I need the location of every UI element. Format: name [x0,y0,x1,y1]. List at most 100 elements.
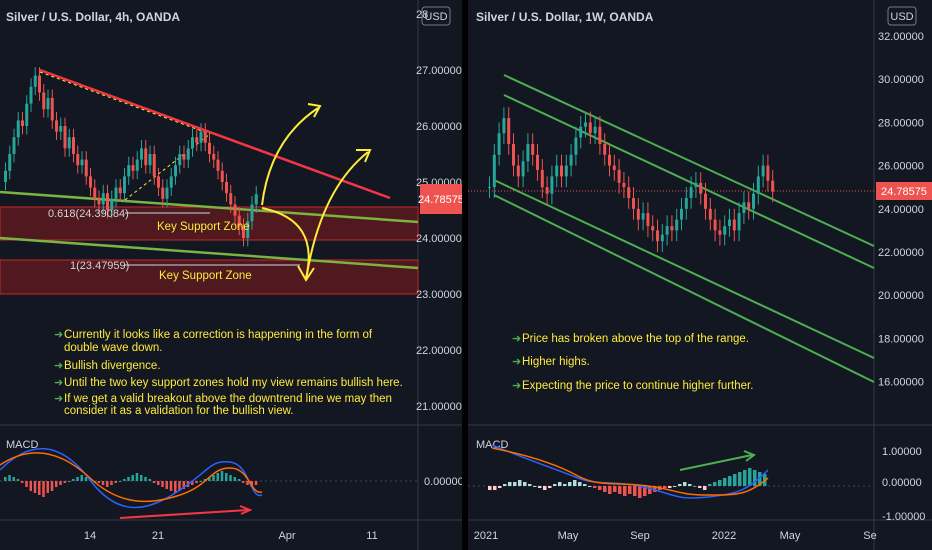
left-macd-bar [63,481,66,483]
right-x-tick: Se [863,530,876,542]
left-macd-bar [46,481,49,493]
right-candle [536,154,539,170]
left-y-tick: 27.00000 [416,65,462,77]
left-x-tick: 11 [366,530,377,542]
left-chart-svg[interactable]: Silver / U.S. Dollar, 4h, OANDA USD 21.0… [0,0,462,550]
fib-label-2: 1(23.47959) [70,260,129,272]
left-macd-bar [169,481,173,491]
left-candle [182,154,186,160]
right-y-tick: 26.00000 [878,161,924,173]
left-candle [229,193,233,205]
right-macd-bar [683,482,687,486]
right-candle [579,126,583,138]
right-candle [766,165,770,181]
channel-upper-mid [503,94,875,269]
right-candle [627,187,631,198]
right-candle [507,118,511,144]
right-candle [531,144,535,155]
left-macd-bar [67,481,71,482]
right-macd-bar [638,486,642,498]
right-macd-tick-3: -1.00000 [882,511,925,523]
left-y-tick: 23.00000 [416,289,462,301]
left-macd-bar [84,477,88,481]
right-candle [747,202,751,209]
channel-top [503,74,875,247]
left-price-label: 24.78575 [418,194,462,206]
left-macd-bar [237,479,241,481]
left-macd-bar [165,481,168,489]
left-candle [123,176,126,194]
right-currency-label: USD [890,11,913,23]
note-1b: double wave down. [64,342,162,354]
right-candle [574,137,578,155]
left-candle [106,193,109,210]
right-price-label: 24.78575 [881,186,927,198]
right-macd-bar [588,486,592,487]
left-candle [63,126,67,149]
right-macd-bar [698,486,702,488]
support-zone-2 [0,259,419,295]
left-macd-bar [148,479,151,481]
left-macd-bar [42,481,45,497]
right-candle [526,144,530,162]
left-macd-bar [55,481,58,487]
right-macd-bar [553,484,557,486]
right-candle [728,219,731,227]
left-candle [203,131,207,143]
right-macd-bar [543,486,547,490]
left-macd-bar [212,475,215,481]
right-candle [488,187,491,189]
right-macd-bar [688,484,692,486]
left-macd-bar [220,471,224,481]
right-notes: ➜ Price has broken above the top of the … [512,333,753,392]
note-1a: Currently it looks like a correction is … [64,329,373,341]
left-y-tick: 21.00000 [416,401,462,413]
right-candle [636,208,640,220]
left-macd-bar [21,481,24,483]
right-candle [665,226,669,235]
left-candle [55,120,58,132]
left-macd-bar [72,479,75,481]
right-candle [608,154,611,166]
right-macd-bar [493,486,497,490]
arrow-up-2 [305,151,369,281]
left-candle [140,148,143,160]
right-candle [680,208,683,220]
left-macd-bar [8,475,11,481]
left-candle [157,176,160,188]
channel-lower-mid [493,179,875,359]
right-candle [771,180,775,192]
rnote-3: Expecting the price to continue higher f… [522,380,753,392]
right-candle [704,193,707,209]
right-macd-bar [648,486,652,494]
note-2: Bullish divergence. [64,360,161,372]
right-macd-bar [603,486,607,492]
left-candle [216,159,220,171]
right-y-tick: 22.00000 [878,247,924,259]
right-y-tick: 28.00000 [878,117,924,129]
right-chart-svg[interactable]: Silver / U.S. Dollar, 1W, OANDA USD 32.0… [468,0,932,550]
left-candle [127,165,131,177]
right-candle [593,126,597,134]
left-macd-bar [38,481,41,495]
left-candle [67,137,71,149]
left-macd-bar [25,481,28,487]
left-candle [50,98,54,121]
right-candle [684,198,688,209]
left-signal-line [0,452,263,503]
right-macd-bar [748,468,752,486]
right-x-tick: 2022 [712,530,736,542]
left-macd-line [0,448,263,509]
channel-bottom [493,194,875,383]
note-3: Until the two key support zones hold my … [64,377,403,389]
right-chart-title: Silver / U.S. Dollar, 1W, OANDA [476,10,654,24]
right-chart-panel[interactable]: Silver / U.S. Dollar, 1W, OANDA USD 32.0… [468,0,932,550]
right-candle [742,202,746,214]
right-candle [564,165,568,177]
left-currency-badge [421,6,451,26]
left-candle [72,137,75,154]
left-macd-bar [191,481,194,485]
left-macd-bar [12,477,15,481]
left-macd-bar [59,481,62,485]
left-chart-panel[interactable]: Silver / U.S. Dollar, 4h, OANDA USD 21.0… [0,0,462,550]
